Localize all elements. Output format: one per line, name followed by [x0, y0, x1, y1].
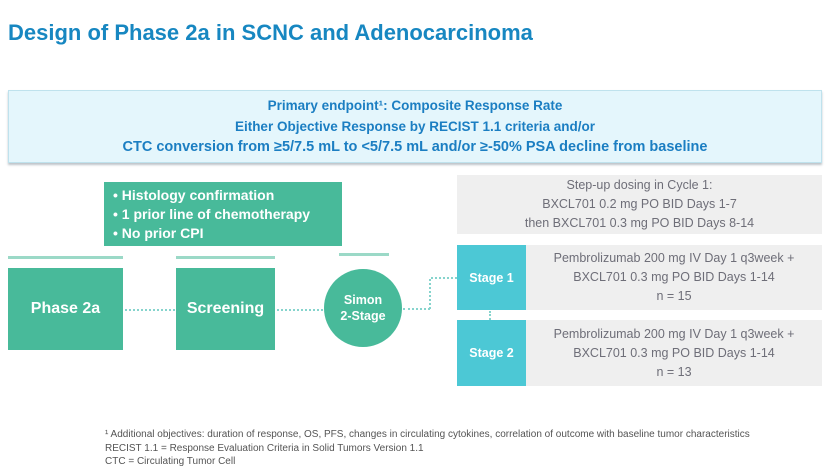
screening-label: Screening: [186, 300, 265, 317]
eligibility-item: No prior CPI: [113, 224, 342, 243]
primary-endpoint-box: Primary endpoint¹: Composite Response Ra…: [8, 90, 822, 163]
screening-accent-bar: [176, 256, 275, 259]
stepup-line-3: then BXCL701 0.3 mg PO BID Days 8-14: [524, 216, 755, 230]
connector-simon-vertical: [429, 279, 431, 309]
footnote-line-1: ¹ Additional objectives: duration of res…: [105, 429, 750, 440]
connector-stage1-to-stage2: [489, 311, 491, 320]
stage-2-n: n = 13: [656, 364, 692, 379]
endpoint-line-1: Primary endpoint¹: Composite Response Ra…: [267, 98, 563, 113]
stage-2-info-box: Pembrolizumab 200 mg IV Day 1 q3week + B…: [526, 320, 822, 386]
stage-1-label: Stage 1: [469, 270, 514, 285]
connector-phase-to-screening: [125, 309, 175, 311]
stepup-dosing-box: Step-up dosing in Cycle 1: BXCL701 0.2 m…: [457, 175, 822, 234]
eligibility-item: 1 prior line of chemotherapy: [113, 205, 342, 224]
footnotes: ¹ Additional objectives: duration of res…: [105, 428, 750, 469]
simon-label-line-2: 2-Stage: [340, 309, 386, 323]
stage-1-line-1: Pembrolizumab 200 mg IV Day 1 q3week +: [553, 251, 795, 265]
stage-2-line-2: BXCL701 0.3 mg PO BID Days 1-14: [573, 345, 775, 360]
simon-accent-bar: [339, 253, 389, 256]
connector-screening-to-simon: [277, 309, 323, 311]
simon-label-line-1: Simon: [343, 293, 383, 307]
simon-2-stage-circle: Simon 2-Stage: [324, 269, 402, 347]
footnote-line-3: CTC = Circulating Tumor Cell: [105, 456, 236, 467]
stage-2-label: Stage 2: [469, 346, 514, 360]
connector-simon-to-stage1: [431, 277, 457, 279]
eligibility-item: Histology confirmation: [113, 186, 342, 205]
eligibility-criteria-box: Histology confirmation 1 prior line of c…: [104, 182, 342, 246]
stage-1-info-box: Pembrolizumab 200 mg IV Day 1 q3week + B…: [526, 245, 822, 310]
stage-1-n: n = 15: [656, 289, 692, 303]
stage-2-label-box: Stage 2: [457, 320, 526, 386]
phase-2a-label: Phase 2a: [30, 300, 101, 317]
endpoint-line-3: CTC conversion from ≥5/7.5 mL to <5/7.5 …: [122, 139, 708, 155]
stepup-line-2: BXCL701 0.2 mg PO BID Days 1-7: [542, 197, 737, 211]
phase-2a-box: Phase 2a: [8, 268, 123, 350]
stage-1-label-box: Stage 1: [457, 245, 526, 310]
footnote-line-2: RECIST 1.1 = Response Evaluation Criteri…: [105, 442, 424, 454]
screening-box: Screening: [176, 268, 275, 350]
stepup-line-1: Step-up dosing in Cycle 1:: [566, 178, 713, 192]
stage-2-line-1: Pembrolizumab 200 mg IV Day 1 q3week +: [553, 326, 795, 341]
phase-accent-bar: [8, 256, 123, 259]
endpoint-line-2: Either Objective Response by RECIST 1.1 …: [234, 119, 596, 134]
connector-simon-horizontal: [403, 308, 430, 310]
stage-1-line-2: BXCL701 0.3 mg PO BID Days 1-14: [573, 270, 775, 284]
page-title: Design of Phase 2a in SCNC and Adenocarc…: [8, 20, 533, 45]
